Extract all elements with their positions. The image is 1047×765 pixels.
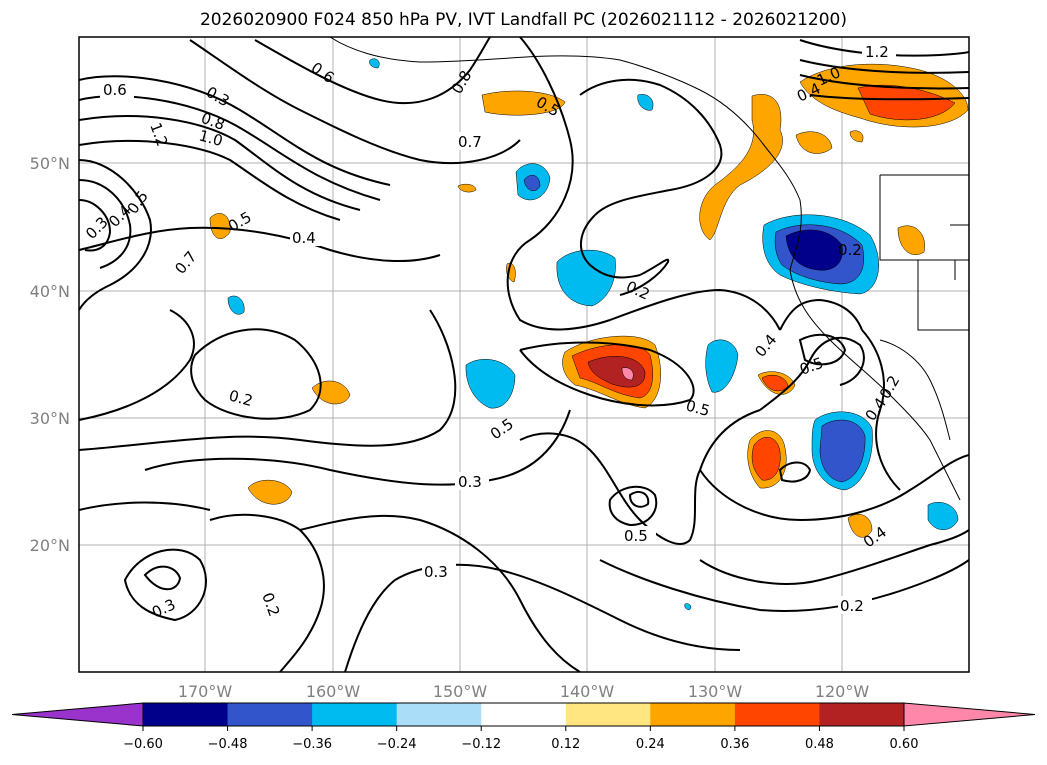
lon-tick-130w: 130°W	[688, 682, 743, 701]
colorbar-tick-label: −0.12	[461, 737, 501, 752]
shade-red-e2	[751, 437, 781, 481]
lon-tick-120w: 120°W	[815, 682, 870, 701]
colorbar-bin	[819, 703, 905, 726]
clabel-27: 0.3	[458, 473, 482, 491]
clabel-24: 0.5	[487, 415, 517, 443]
colorbar-bin	[734, 703, 820, 726]
lat-tick-20n: 20°N	[30, 536, 70, 555]
clabel-5: 1.2	[865, 43, 889, 61]
colorbar-bin	[650, 703, 736, 726]
colorbar-tick-label: −0.24	[377, 737, 417, 752]
colorbar-bin	[143, 703, 229, 726]
colorbar-tick-label: 0.12	[551, 737, 580, 752]
colorbar-tick-label: −0.36	[292, 737, 332, 752]
clabel-23: 0.5	[684, 396, 712, 420]
clabel-22: 0.2	[227, 386, 255, 410]
clabel-17: 0.4	[292, 229, 316, 247]
colorbar-frame	[142, 702, 905, 727]
clabel-29: 0.3	[424, 563, 448, 581]
coastlines	[329, 37, 969, 501]
shade-blue-tiny1	[369, 58, 380, 69]
clabel-26: 0.2	[876, 372, 904, 402]
shade-red-e1	[761, 375, 789, 392]
colorbar-tick-label: 0.24	[636, 737, 665, 752]
lon-tick-170w: 170°W	[178, 682, 233, 701]
colorbar-bin	[396, 703, 482, 726]
lon-tick-labels: 170°W 160°W 150°W 140°W 130°W 120°W	[178, 682, 870, 701]
shade-blue-130	[705, 339, 739, 393]
shade-blue-mex	[927, 502, 959, 530]
shaded-anomalies	[209, 58, 969, 611]
shade-red-ne	[857, 84, 956, 121]
shade-orange-tiny	[849, 130, 864, 143]
colorbar-bin	[481, 703, 567, 726]
lon-tick-140w: 140°W	[560, 682, 615, 701]
shade-orange-bc	[795, 131, 833, 154]
clabel-12: 0.2	[838, 241, 862, 259]
shade-blue-small-n	[637, 94, 654, 111]
shade-blue-35n	[465, 359, 516, 409]
map-frame	[78, 36, 970, 673]
clabel-33: 0.2	[840, 597, 864, 615]
pv-contours	[79, 37, 969, 672]
shade-blue-40n	[556, 249, 616, 307]
shade-orange-coast	[699, 94, 783, 241]
lat-tick-50n: 50°N	[30, 154, 70, 173]
clabel-9: 1.2	[146, 120, 171, 149]
clabel-21: 0.5	[797, 354, 826, 379]
shade-blue-w	[227, 295, 245, 315]
colorbar-bin	[312, 703, 398, 726]
lon-tick-150w: 150°W	[433, 682, 488, 701]
clabel-1: 0.3	[203, 83, 233, 111]
colorbar-bin	[565, 703, 651, 726]
clabel-31: 0.3	[149, 595, 178, 621]
clabel-28: 0.5	[624, 527, 648, 545]
colorbar-tick-label: −0.60	[123, 737, 163, 752]
map-title: 2026020900 F024 850 hPa PV, IVT Landfall…	[199, 10, 847, 30]
clabel-18: 0.7	[171, 248, 200, 278]
colorbar: −0.60 −0.48 −0.36 −0.24 −0.12 0.12 0.24 0.36 0.4…	[11, 702, 1036, 752]
shade-midblue-baja	[819, 419, 866, 483]
clabel-32: 0.2	[258, 590, 283, 619]
shade-orange-gulf	[481, 90, 566, 116]
shade-orange-s	[847, 514, 873, 538]
shade-orange-mont	[897, 225, 925, 255]
clabel-20: 0.4	[751, 331, 780, 361]
clabel-11: 1.0	[197, 126, 225, 150]
lon-tick-160w: 160°W	[306, 682, 361, 701]
shade-blue-tiny2	[684, 603, 692, 611]
shade-orange-sw	[247, 480, 293, 505]
colorbar-bin	[227, 703, 313, 726]
colorbar-tick-label: 0.36	[720, 737, 749, 752]
clabel-3: 0.8	[448, 67, 476, 97]
colorbar-tick-label: 0.60	[890, 737, 919, 752]
shade-navy-ca	[785, 229, 843, 271]
colorbar-tick-label: −0.48	[208, 737, 248, 752]
lat-tick-labels: 50°N 40°N 30°N 20°N	[30, 154, 70, 555]
shade-pink-central	[621, 367, 634, 381]
shade-orange-small1	[457, 183, 477, 193]
lat-tick-40n: 40°N	[30, 282, 70, 301]
clabel-0: 0.6	[103, 81, 127, 99]
shade-orange-w	[209, 213, 231, 239]
colorbar-tick-label: 0.48	[805, 737, 834, 752]
colorbar-extend-left	[11, 702, 144, 727]
lat-tick-30n: 30°N	[30, 409, 70, 428]
shade-midblue-gulf	[523, 174, 541, 192]
colorbar-extend-right	[903, 702, 1036, 727]
clabel-8: 0.7	[458, 133, 482, 151]
